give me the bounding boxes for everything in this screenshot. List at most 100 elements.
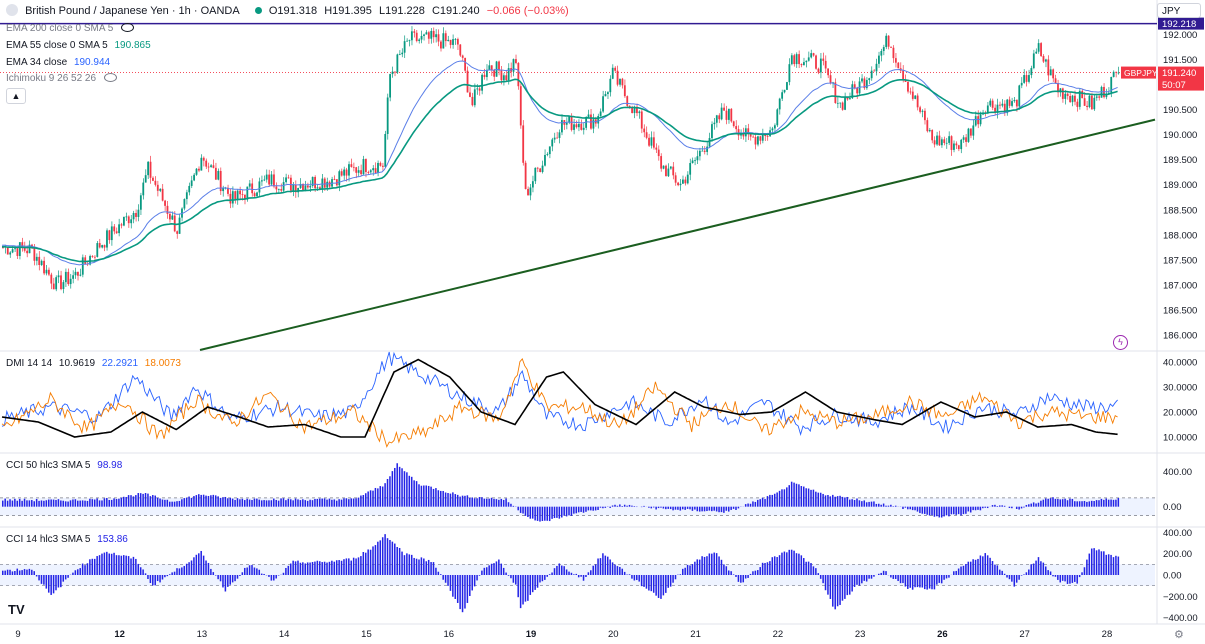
cci50-bar: [466, 495, 469, 507]
cci50-bar: [786, 487, 788, 507]
ema200-legend[interactable]: EMA 200 close 0 SMA 5: [6, 23, 138, 34]
candle: [684, 176, 687, 186]
cci50-bar: [471, 497, 473, 507]
cci14-bar: [1030, 564, 1032, 575]
cci14-bar: [851, 575, 853, 592]
eye-hidden-icon[interactable]: [121, 23, 135, 32]
cci50-bar: [878, 503, 880, 507]
candle: [1086, 100, 1088, 111]
cci50-bar: [1069, 498, 1071, 507]
cci50-legend[interactable]: CCI 50 hlc3 SMA 5 98.98: [6, 460, 126, 471]
cci50-bar: [979, 506, 982, 511]
cci14-bar: [113, 552, 115, 575]
cci50-bar: [420, 485, 423, 507]
cci14-bar: [1028, 569, 1030, 575]
cci50-bar: [326, 499, 328, 507]
cci50-bar: [364, 493, 367, 507]
cci14-bar: [773, 556, 776, 575]
candle: [207, 162, 210, 173]
lightning-icon[interactable]: ϟ: [1113, 335, 1128, 350]
candle: [875, 58, 878, 76]
candle: [493, 68, 496, 82]
cci14-bar: [575, 573, 578, 575]
cci14-bar: [730, 571, 732, 575]
cci14-bar: [553, 568, 556, 575]
cci14-bar: [786, 552, 788, 575]
candle: [650, 131, 653, 149]
candle: [945, 137, 948, 149]
candle: [873, 69, 875, 72]
candle: [408, 39, 411, 47]
candle: [715, 114, 718, 128]
candle: [132, 210, 135, 224]
candle: [57, 270, 60, 284]
cci14-bar: [1047, 570, 1049, 575]
cci50-bar: [328, 498, 331, 507]
candle: [67, 268, 70, 286]
cci14-bar: [544, 575, 546, 580]
cci50-bar: [1042, 499, 1045, 507]
cci14-bar: [130, 558, 132, 575]
cci14-bar: [524, 575, 527, 602]
candle: [1006, 98, 1009, 116]
cci50-bar: [940, 506, 943, 518]
collapse-legend-button[interactable]: ▲: [6, 88, 26, 104]
candle: [923, 108, 926, 125]
cci50-bar: [263, 500, 265, 507]
candle: [955, 141, 958, 149]
dmi-legend[interactable]: DMI 14 14 10.9619 22.2921 18.0073: [6, 358, 185, 369]
cci50-bar: [473, 498, 476, 507]
cci14-bar: [556, 565, 558, 575]
dmi-minus-line: [1, 358, 1118, 448]
cci50-bar: [1011, 506, 1013, 509]
cci14-bar: [648, 575, 650, 591]
cci50-bar: [652, 506, 655, 508]
candle: [106, 228, 108, 251]
candle: [1090, 92, 1093, 111]
cci14-bar: [437, 571, 440, 575]
cci50-bar: [585, 506, 587, 512]
candle: [604, 91, 607, 97]
close-value: C191.240: [431, 5, 480, 17]
cci14-bar: [582, 575, 585, 581]
cci50-bar: [599, 506, 602, 508]
cci50-bar: [461, 495, 464, 507]
cci50-bar: [127, 495, 130, 507]
candle: [147, 161, 150, 179]
settings-gear-icon[interactable]: ⚙: [1174, 629, 1184, 641]
candle: [798, 50, 800, 69]
cci14-bar: [979, 555, 982, 575]
candle: [299, 178, 302, 190]
candle: [848, 92, 851, 100]
cci14-bar: [386, 538, 389, 575]
ema34-legend[interactable]: EMA 34 close 190.944: [6, 57, 114, 68]
symbol-title[interactable]: British Pound / Japanese Yen · 1h · OAND…: [25, 5, 240, 17]
cci50-bar: [149, 496, 152, 507]
ichimoku-legend[interactable]: Ichimoku 9 26 52 26: [6, 73, 121, 84]
candle: [863, 76, 866, 90]
eye-hidden-icon[interactable]: [104, 73, 118, 82]
currency-selector[interactable]: JPY: [1157, 3, 1201, 18]
cci14-bar: [81, 563, 84, 575]
cci50-bar: [423, 485, 425, 507]
cci14-bar: [1035, 560, 1037, 575]
cci14-axis-tick-label: 200.00: [1163, 549, 1192, 560]
cci50-bar: [788, 485, 790, 507]
cci50-bar: [449, 493, 452, 507]
candle: [943, 136, 946, 146]
candle: [1088, 94, 1091, 109]
candle: [466, 66, 469, 93]
candle: [77, 271, 79, 281]
cci50-bar: [135, 495, 137, 507]
candle: [962, 135, 965, 143]
cci50-bar: [539, 506, 541, 522]
cci14-value: 153.86: [97, 534, 128, 545]
candle: [611, 64, 614, 80]
cci14-bar: [933, 575, 936, 590]
cci50-bar: [882, 503, 885, 507]
cci14-bar: [873, 575, 875, 577]
ema55-legend[interactable]: EMA 55 close 0 SMA 5 190.865: [6, 40, 155, 51]
cci50-bar: [406, 472, 408, 507]
cci14-legend[interactable]: CCI 14 hlc3 SMA 5 153.86: [6, 534, 132, 545]
candle: [1032, 49, 1035, 70]
